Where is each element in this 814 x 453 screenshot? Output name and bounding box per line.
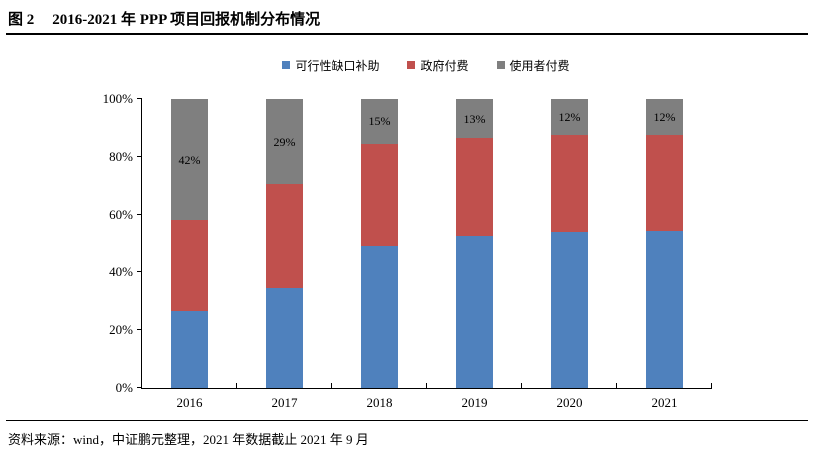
y-axis-tick-label: 100% bbox=[102, 91, 133, 106]
bar-segment bbox=[266, 184, 303, 289]
bar-segment: 13% bbox=[456, 99, 493, 139]
bar-segment: 29% bbox=[266, 99, 303, 185]
bar-segment bbox=[171, 220, 208, 312]
bar-segment bbox=[171, 311, 208, 388]
bar-column: 15% bbox=[332, 99, 427, 388]
legend-label: 使用者付费 bbox=[509, 58, 570, 73]
figure-label: 图 2 bbox=[8, 12, 35, 28]
x-axis-tick-mark bbox=[520, 383, 522, 388]
bar-segment: 15% bbox=[361, 99, 398, 144]
x-axis-category-label: 2017 bbox=[271, 395, 298, 410]
bar-segment bbox=[456, 138, 493, 237]
bar-stack: 42% bbox=[171, 99, 208, 388]
data-label: 12% bbox=[558, 110, 581, 125]
x-axis-tick-mark bbox=[426, 383, 427, 388]
x-axis-tick-mark bbox=[711, 383, 712, 388]
x-axis-tick-mark bbox=[235, 383, 237, 388]
legend-item: 使用者付费 bbox=[496, 57, 570, 74]
data-label: 12% bbox=[653, 109, 676, 124]
bar-segment bbox=[456, 236, 493, 388]
bar-stack: 15% bbox=[361, 99, 398, 388]
data-label: 15% bbox=[368, 114, 391, 129]
legend-label: 政府付费 bbox=[420, 58, 469, 73]
bar-segment bbox=[551, 231, 588, 388]
data-label: 13% bbox=[463, 111, 486, 126]
bar-segment: 12% bbox=[551, 99, 588, 136]
data-label: 29% bbox=[273, 134, 296, 149]
bar-column: 42% bbox=[142, 99, 237, 388]
bar-column: 12% bbox=[522, 99, 617, 388]
x-axis-category-label: 2016 bbox=[176, 395, 203, 410]
y-axis-tick-mark bbox=[137, 271, 142, 273]
legend-swatch-icon bbox=[407, 61, 416, 69]
bar-column: 13% bbox=[427, 99, 522, 388]
x-axis-category-label: 2021 bbox=[651, 395, 678, 410]
source-note: 资料来源：wind，中证鹏元整理，2021 年数据截止 2021 年 9 月 bbox=[8, 432, 369, 447]
y-axis-tick-label: 0% bbox=[115, 380, 133, 395]
footer-divider bbox=[6, 420, 808, 421]
x-axis-tick-mark bbox=[616, 383, 617, 388]
figure-title-text: 2016-2021 年 PPP 项目回报机制分布情况 bbox=[52, 12, 321, 28]
data-label: 42% bbox=[178, 152, 201, 167]
bar-stack: 29% bbox=[266, 99, 303, 388]
bar-column: 12% bbox=[617, 99, 712, 388]
figure-title: 图 2 2016-2021 年 PPP 项目回报机制分布情况 bbox=[8, 8, 320, 29]
bar-stack: 12% bbox=[646, 99, 683, 388]
bar-segment bbox=[361, 143, 398, 247]
legend-item: 政府付费 bbox=[407, 57, 469, 74]
legend-label: 可行性缺口补助 bbox=[295, 58, 380, 73]
y-axis-tick-mark bbox=[137, 155, 142, 157]
y-axis-tick-label: 60% bbox=[109, 206, 133, 222]
y-axis-tick-label: 80% bbox=[109, 148, 133, 164]
x-axis-category-label: 2020 bbox=[556, 395, 583, 410]
bar-stack: 13% bbox=[456, 99, 493, 388]
x-axis-category-label: 2018 bbox=[366, 395, 393, 410]
bar-segment: 42% bbox=[171, 99, 208, 221]
y-axis-tick-mark bbox=[137, 387, 142, 388]
bar-column: 29% bbox=[237, 99, 332, 388]
bar-segment bbox=[361, 246, 398, 388]
chart-legend: 可行性缺口补助 政府付费 使用者付费 bbox=[141, 57, 711, 73]
x-axis-tick-mark bbox=[141, 383, 142, 388]
legend-item: 可行性缺口补助 bbox=[282, 57, 379, 74]
bar-segment bbox=[646, 230, 683, 388]
y-axis-tick-mark bbox=[137, 98, 142, 99]
y-axis-tick-label: 40% bbox=[109, 264, 133, 280]
y-axis-tick-mark bbox=[137, 213, 142, 215]
y-axis-tick-mark bbox=[137, 329, 142, 331]
title-divider bbox=[6, 33, 808, 35]
x-axis-category-label: 2019 bbox=[461, 395, 488, 410]
bar-stack: 12% bbox=[551, 99, 588, 388]
bar-segment: 12% bbox=[646, 99, 683, 135]
legend-swatch-icon bbox=[282, 61, 291, 69]
x-axis-tick-mark bbox=[330, 383, 332, 388]
legend-swatch-icon bbox=[496, 61, 505, 69]
y-axis-tick-label: 20% bbox=[109, 322, 133, 338]
stacked-bar-plot-area: 42% 29% 15% 13% 12% 12% 0% 20% 40% 60% 80% 100% 2016… bbox=[103, 92, 712, 410]
bar-segment bbox=[646, 134, 683, 231]
bar-segment bbox=[551, 135, 588, 232]
bar-segment bbox=[266, 288, 303, 388]
